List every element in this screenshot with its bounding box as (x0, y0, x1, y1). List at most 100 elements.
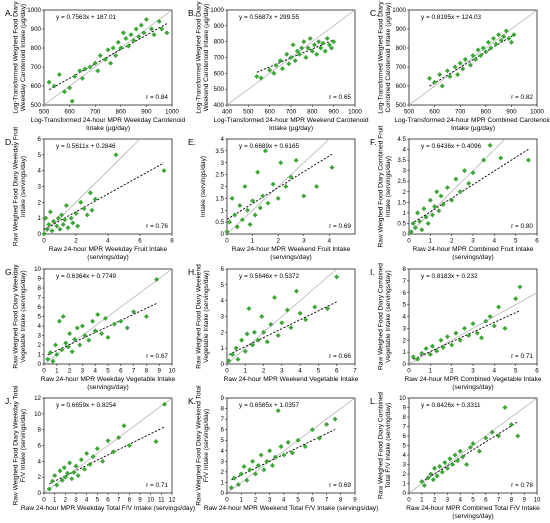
y-tick-label: 4 (221, 448, 225, 455)
x-tick-label: 0 (225, 368, 229, 375)
y-tick-label: 9 (38, 276, 42, 283)
data-point (44, 226, 50, 232)
x-tick-label: 1 (53, 497, 57, 504)
correlation-coefficient: r = 0.78 (511, 482, 533, 489)
x-tick-label: 6 (106, 497, 110, 504)
data-point (271, 70, 277, 76)
data-point (252, 471, 258, 477)
x-axis-title: Raw 24-hour MPR Weekday Vegetable Intake (41, 376, 176, 383)
x-tick-label: 5 (317, 368, 321, 375)
y-tick-label: 5 (403, 302, 407, 309)
data-point (324, 35, 330, 42)
data-point (444, 465, 450, 471)
x-axis-title: Log-Transformed 24-hour MPR Weekend Caro… (213, 117, 368, 124)
y-tick-label: 7 (221, 416, 225, 423)
data-point (131, 309, 137, 315)
data-point (470, 441, 476, 447)
y-tick-label: 1 (221, 479, 225, 486)
plot-area (43, 9, 173, 106)
data-point (419, 479, 425, 485)
data-point (143, 16, 149, 23)
data-point (493, 41, 499, 47)
data-point (513, 296, 519, 302)
data-point (307, 35, 313, 42)
correlation-coefficient: r = 0.80 (511, 223, 533, 230)
data-point (55, 215, 61, 221)
data-point (453, 330, 459, 336)
x-tick-label: 2 (64, 497, 68, 504)
y-tick-label: 0.5 (397, 220, 406, 227)
x-tick-label: 9 (522, 497, 526, 504)
y-axis-title: F/V Intake (servings/day) (20, 409, 27, 482)
data-point (261, 329, 267, 335)
data-point (273, 62, 279, 68)
x-tick-label: 8 (339, 497, 343, 504)
data-point (450, 461, 456, 468)
data-point (54, 351, 60, 358)
data-point (498, 155, 504, 161)
y-tick-label: 0 (221, 231, 225, 238)
y-tick-label: 6 (38, 136, 42, 143)
data-point (82, 66, 88, 72)
data-point (247, 221, 253, 228)
x-tick-label: 7 (132, 368, 136, 375)
data-point (264, 458, 270, 464)
regression-line (227, 153, 333, 220)
data-point (54, 482, 60, 488)
data-point (229, 195, 235, 201)
regression-line (44, 162, 165, 230)
x-tick-label: 500 (243, 109, 254, 116)
x-tick-label: 0 (407, 368, 411, 375)
x-tick-label: 4 (493, 368, 497, 375)
x-tick-label: 7 (497, 497, 501, 504)
y-tick-label: 0 (221, 361, 225, 368)
y-tick-label: 3 (221, 458, 225, 465)
x-tick-label: 3 (446, 497, 450, 504)
data-point (87, 461, 93, 468)
data-point (479, 335, 485, 341)
data-point (425, 220, 431, 226)
data-point (272, 454, 278, 460)
x-tick-label: 0 (225, 238, 229, 245)
y-tick-label: 1000 (210, 7, 224, 14)
y-tick-label: 500 (214, 86, 225, 93)
data-point (309, 48, 315, 54)
panel-label: G. (5, 267, 14, 277)
regression-line (421, 421, 519, 483)
x-tick-label: 4 (493, 238, 497, 245)
x-axis-title: Raw 24-hour MPR Weekend Vegetable Intake (224, 376, 359, 383)
y-tick-label: 5 (403, 443, 407, 450)
identity-line (227, 398, 355, 493)
data-point (442, 460, 448, 466)
x-axis-title: (servings/day) (452, 384, 493, 391)
data-point (50, 478, 56, 484)
data-point (460, 454, 466, 460)
x-tick-label: 800 (116, 109, 127, 116)
data-point (278, 444, 284, 450)
identity-line (44, 10, 172, 105)
data-point (464, 461, 470, 468)
data-point (105, 334, 111, 340)
y-tick-label: 5 (221, 282, 225, 289)
x-axis-title: Raw 24-hour MPR Weekend Fruit Intake (232, 246, 351, 253)
data-point (241, 464, 247, 470)
data-point (426, 75, 432, 81)
x-tick-label: 6 (311, 497, 315, 504)
data-point (46, 221, 52, 228)
y-tick-label: 1 (403, 210, 407, 217)
x-tick-label: 4 (298, 368, 302, 375)
data-point (246, 306, 252, 312)
y-axis-title: Log-Transformed Weighed Food Diary (378, 1, 385, 114)
data-point (410, 354, 416, 360)
y-tick-label: 7 (403, 424, 407, 431)
data-point (233, 345, 239, 351)
x-tick-label: 700 (90, 109, 101, 116)
y-tick-label: 4 (38, 458, 42, 465)
data-point (51, 83, 57, 89)
data-point (288, 325, 294, 331)
data-point (60, 313, 66, 320)
x-tick-label: 5 (296, 497, 300, 504)
x-tick-label: 0 (225, 497, 229, 504)
